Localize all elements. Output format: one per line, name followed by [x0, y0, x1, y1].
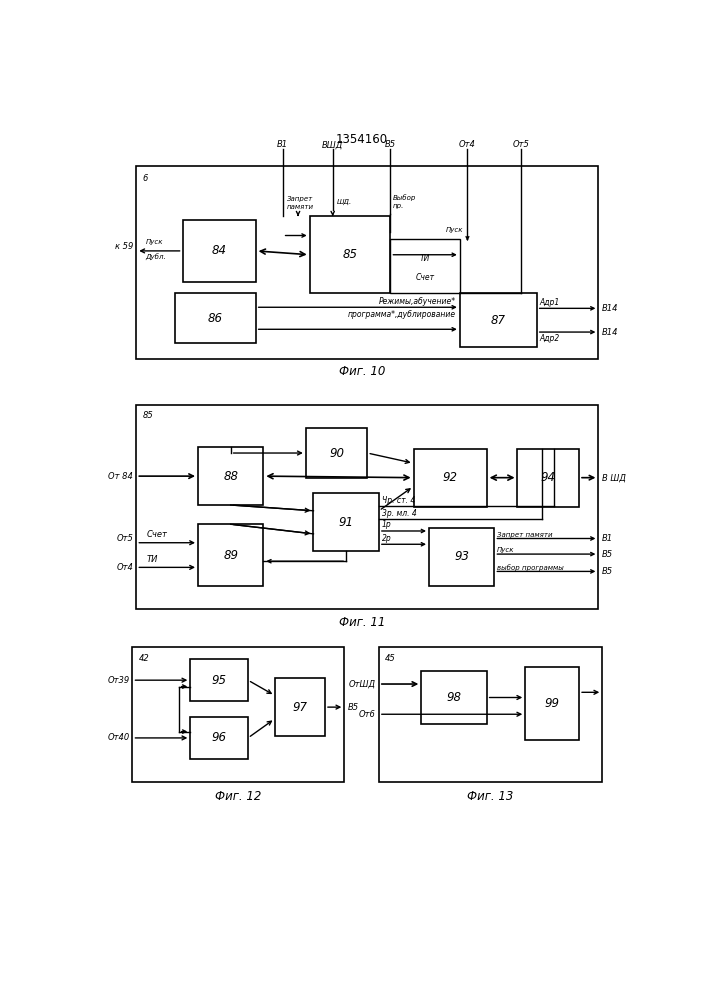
Text: 3р. мл. 4: 3р. мл. 4 — [382, 509, 416, 518]
Bar — [518, 449, 579, 507]
Text: ОтШД: ОтШД — [349, 680, 376, 689]
Bar — [182, 220, 256, 282]
Text: 85: 85 — [342, 248, 358, 261]
Text: пр.: пр. — [393, 203, 404, 209]
Text: памяти: памяти — [286, 204, 313, 210]
Text: Счет: Счет — [147, 530, 168, 539]
Text: В1: В1 — [602, 534, 613, 543]
Text: От5: От5 — [117, 534, 133, 543]
Text: Адр1: Адр1 — [540, 298, 560, 307]
Bar — [198, 447, 264, 505]
Text: В14: В14 — [602, 328, 619, 337]
Bar — [136, 405, 598, 609]
Text: Пуск: Пуск — [446, 227, 464, 233]
Bar — [525, 667, 579, 740]
Text: 97: 97 — [293, 701, 308, 714]
Text: 6: 6 — [143, 174, 148, 183]
Text: 95: 95 — [211, 674, 227, 687]
Text: Чр. ст. 4: Чр. ст. 4 — [382, 496, 415, 505]
Bar — [136, 166, 598, 359]
Bar — [190, 659, 248, 701]
Bar — [310, 216, 390, 293]
Text: От 84: От 84 — [108, 472, 133, 481]
Text: ТИ: ТИ — [147, 555, 158, 564]
Text: ШД.: ШД. — [337, 199, 352, 205]
Text: Пуск: Пуск — [146, 239, 163, 245]
Text: В5: В5 — [385, 140, 396, 149]
Text: Фиг. 11: Фиг. 11 — [339, 616, 385, 629]
Text: В5: В5 — [348, 703, 359, 712]
Text: 2р: 2р — [382, 534, 392, 543]
Text: От5: От5 — [513, 140, 530, 149]
Bar — [429, 528, 494, 586]
Text: Фиг. 10: Фиг. 10 — [339, 365, 385, 378]
Text: ТИ: ТИ — [420, 254, 431, 263]
Text: 85: 85 — [143, 411, 153, 420]
Text: Пуск: Пуск — [497, 547, 514, 553]
Text: Адр2: Адр2 — [540, 334, 560, 343]
Text: В ШД: В ШД — [602, 473, 626, 482]
Text: ВШД: ВШД — [322, 140, 344, 149]
Text: В5: В5 — [602, 550, 613, 559]
Text: к 59: к 59 — [115, 242, 133, 251]
Text: Дубл.: Дубл. — [146, 253, 166, 260]
Bar — [275, 678, 325, 736]
Text: 98: 98 — [446, 691, 462, 704]
Text: 88: 88 — [223, 470, 238, 483]
Text: программа*,дублирование: программа*,дублирование — [348, 310, 456, 319]
Text: 87: 87 — [491, 314, 506, 327]
Text: Фиг. 12: Фиг. 12 — [215, 790, 262, 803]
Bar — [132, 647, 344, 782]
Text: выбор программы: выбор программы — [497, 564, 563, 571]
Text: От39: От39 — [107, 676, 129, 685]
Text: В5: В5 — [602, 567, 613, 576]
Text: Режимы,абучение*: Режимы,абучение* — [379, 297, 456, 306]
Text: 99: 99 — [544, 697, 560, 710]
Text: От40: От40 — [107, 733, 129, 742]
Bar — [198, 524, 264, 586]
Text: 42: 42 — [139, 654, 149, 663]
Text: 1р: 1р — [382, 520, 392, 529]
Text: 90: 90 — [329, 447, 344, 460]
Text: 94: 94 — [541, 471, 556, 484]
Text: Счет: Счет — [416, 273, 435, 282]
Text: От6: От6 — [359, 710, 376, 719]
Text: Запрет: Запрет — [286, 196, 312, 202]
Bar — [414, 449, 486, 507]
Text: От4: От4 — [459, 140, 476, 149]
Bar — [421, 671, 486, 724]
Text: 93: 93 — [454, 550, 469, 563]
Bar — [175, 293, 256, 343]
Bar — [460, 293, 537, 347]
Bar — [390, 239, 460, 293]
Text: Запрет памяти: Запрет памяти — [497, 532, 552, 538]
Text: Фиг. 13: Фиг. 13 — [467, 790, 514, 803]
Text: Выбор: Выбор — [393, 194, 416, 201]
Text: 91: 91 — [339, 516, 354, 529]
Text: В14: В14 — [602, 304, 619, 313]
Text: 84: 84 — [211, 244, 227, 257]
Text: 92: 92 — [443, 471, 457, 484]
Text: В1: В1 — [277, 140, 288, 149]
Bar — [305, 428, 368, 478]
Bar — [379, 647, 602, 782]
Text: 86: 86 — [208, 312, 223, 325]
Text: 45: 45 — [385, 654, 396, 663]
Bar — [313, 493, 379, 551]
Text: От4: От4 — [117, 563, 133, 572]
Text: 1354160: 1354160 — [336, 133, 388, 146]
Bar — [190, 717, 248, 759]
Text: 89: 89 — [223, 549, 238, 562]
Text: 96: 96 — [211, 731, 227, 744]
